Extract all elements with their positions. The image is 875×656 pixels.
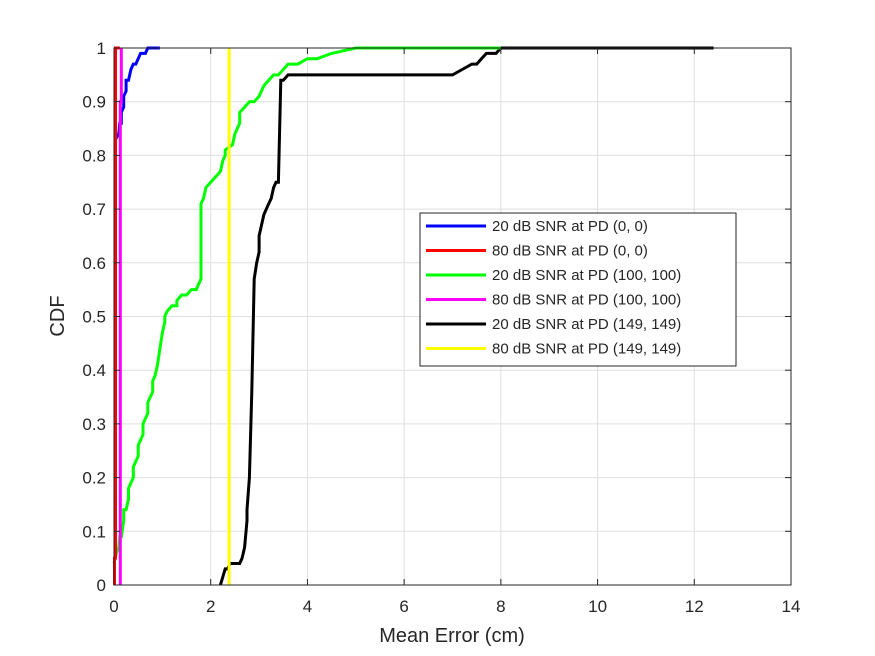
y-axis-label: CDF [47,295,69,336]
y-tick-label: 0.6 [82,254,106,273]
y-tick-label: 0.3 [82,415,106,434]
legend: 20 dB SNR at PD (0, 0) 80 dB SNR at PD (0… [419,212,737,367]
series-line-3 [118,48,123,585]
legend-box [419,212,737,367]
y-tick-label: 0.8 [82,146,106,165]
legend-label: 20 dB SNR at PD (0, 0) [492,218,648,235]
y-tick-label: 0.9 [82,93,106,112]
x-tick-label: 14 [782,597,801,616]
x-tick-label: 6 [399,597,408,616]
y-tick-label: 1 [97,39,106,58]
y-tick-label: 0.2 [82,469,106,488]
y-tick-label: 0.4 [82,361,106,380]
x-tick-label: 12 [685,597,704,616]
x-tick-label: 2 [206,597,215,616]
x-tick-label: 8 [496,597,505,616]
series-line-2 [112,46,501,564]
x-axis-label: Mean Error (cm) [379,625,525,647]
y-tick-label: 0.1 [82,522,106,541]
x-tick-label: 4 [303,597,312,616]
legend-label: 20 dB SNR at PD (100, 100) [492,267,681,284]
x-tick-label: 10 [588,597,607,616]
series-line-4 [218,46,714,586]
axis-ticks: 0 2 4 6 8 10 12 14 0 0.1 0.2 0.3 0.4 0.5 0.6 0.7 0.8 0.9 1 [82,39,800,616]
y-tick-label: 0.7 [82,200,106,219]
y-tick-label: 0.5 [82,308,106,327]
legend-label: 80 dB SNR at PD (100, 100) [492,292,681,309]
y-tick-label: 0 [97,576,106,595]
legend-label: 80 dB SNR at PD (149, 149) [492,341,681,358]
x-tick-label: 0 [109,597,118,616]
legend-label: 80 dB SNR at PD (0, 0) [492,243,648,260]
legend-label: 20 dB SNR at PD (149, 149) [492,316,681,333]
